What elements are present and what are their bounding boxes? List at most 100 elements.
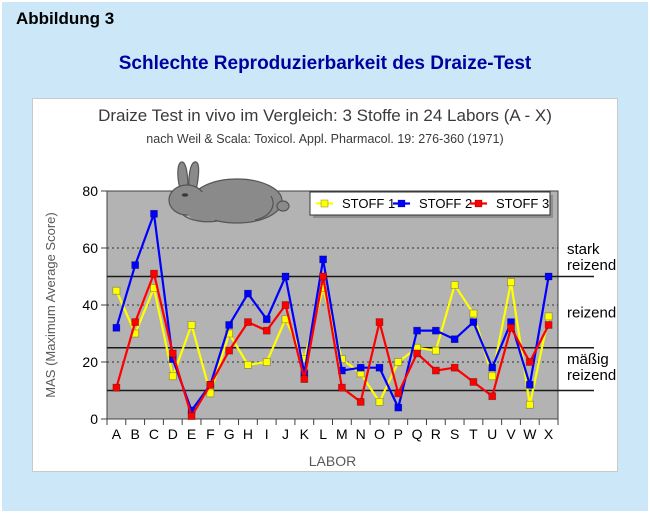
x-category-label: J bbox=[282, 426, 289, 442]
series-marker-2 bbox=[544, 272, 553, 281]
series-marker-3 bbox=[168, 349, 177, 358]
series-marker-1 bbox=[544, 312, 553, 321]
series-marker-2 bbox=[131, 261, 140, 269]
series-marker-2 bbox=[450, 335, 459, 344]
series-marker-3 bbox=[150, 269, 158, 278]
series-marker-3 bbox=[338, 383, 346, 392]
series-marker-2 bbox=[394, 403, 403, 412]
chart-title: Draize Test in vivo im Vergleich: 3 Stof… bbox=[98, 106, 552, 125]
zone-label: reizend bbox=[567, 257, 616, 274]
series-marker-3 bbox=[206, 380, 215, 389]
series-marker-3 bbox=[131, 318, 140, 326]
y-tick-label: 80 bbox=[82, 183, 98, 199]
series-marker-1 bbox=[262, 358, 271, 366]
series-marker-1 bbox=[507, 278, 515, 287]
legend-label: STOFF 1 bbox=[342, 196, 395, 211]
rabbit-ear-icon bbox=[177, 161, 189, 190]
series-marker-3 bbox=[112, 383, 121, 392]
series-marker-1 bbox=[469, 309, 478, 318]
zone-label: reizend bbox=[567, 367, 616, 384]
series-marker-3 bbox=[394, 389, 403, 398]
rabbit-hindleg-line bbox=[254, 195, 274, 221]
rabbit-illustration bbox=[168, 161, 290, 224]
page-heading: Schlechte Reproduzierbarkeit des Draize-… bbox=[118, 53, 532, 74]
series-marker-3 bbox=[319, 272, 327, 281]
y-axis-title: MAS (Maximum Average Score) bbox=[43, 212, 58, 397]
x-category-label: L bbox=[319, 426, 327, 442]
x-category-label: V bbox=[506, 426, 516, 442]
chart-subtitle: nach Weil & Scala: Toxicol. Appl. Pharma… bbox=[146, 132, 504, 146]
x-category-label: K bbox=[300, 426, 310, 442]
series-marker-3 bbox=[187, 412, 196, 420]
legend-marker-icon bbox=[397, 199, 406, 208]
series-marker-1 bbox=[168, 372, 177, 381]
series-marker-2 bbox=[432, 326, 440, 335]
x-category-label: H bbox=[243, 426, 253, 442]
series-marker-3 bbox=[262, 326, 271, 335]
x-category-label: O bbox=[374, 426, 385, 442]
zone-label: mäßig bbox=[567, 351, 609, 368]
series-marker-1 bbox=[394, 358, 403, 366]
x-category-label: M bbox=[336, 426, 348, 442]
series-marker-3 bbox=[432, 366, 440, 375]
x-category-label: B bbox=[131, 426, 140, 442]
rabbit-tail bbox=[276, 200, 290, 212]
series-marker-3 bbox=[225, 346, 233, 355]
series-marker-2 bbox=[413, 326, 421, 335]
series-marker-2 bbox=[525, 380, 534, 389]
series-marker-2 bbox=[281, 272, 290, 281]
series-marker-2 bbox=[244, 289, 252, 298]
series-marker-3 bbox=[469, 378, 478, 386]
x-category-label: R bbox=[431, 426, 441, 442]
x-category-label: U bbox=[487, 426, 497, 442]
x-category-label: S bbox=[450, 426, 459, 442]
legend-label: STOFF 3 bbox=[496, 196, 549, 211]
x-category-label: N bbox=[356, 426, 366, 442]
series-marker-2 bbox=[225, 321, 233, 329]
chart-panel: Draize Test in vivo im Vergleich: 3 Stof… bbox=[32, 98, 618, 472]
series-marker-1 bbox=[488, 372, 497, 381]
legend-box bbox=[309, 191, 551, 216]
series-marker-3 bbox=[356, 398, 365, 406]
rabbit-ear-icon bbox=[188, 161, 200, 191]
series-marker-3 bbox=[507, 323, 515, 332]
series-marker-3 bbox=[300, 375, 309, 383]
series-marker-3 bbox=[281, 301, 290, 309]
series-marker-1 bbox=[112, 286, 121, 295]
series-marker-3 bbox=[450, 363, 459, 372]
x-category-label: P bbox=[394, 426, 403, 442]
rabbit-paw-line bbox=[182, 214, 218, 223]
series-marker-2 bbox=[319, 255, 327, 264]
y-tick-label: 20 bbox=[82, 354, 98, 370]
series-marker-2 bbox=[150, 209, 158, 218]
x-category-label: C bbox=[149, 426, 159, 442]
x-category-label: F bbox=[206, 426, 215, 442]
series-marker-1 bbox=[244, 361, 252, 369]
rabbit-eye-icon bbox=[181, 193, 189, 197]
series-marker-3 bbox=[544, 321, 553, 329]
series-marker-2 bbox=[375, 363, 384, 372]
series-marker-3 bbox=[488, 392, 497, 401]
series-marker-2 bbox=[112, 323, 121, 332]
series-marker-2 bbox=[469, 318, 478, 326]
series-marker-2 bbox=[488, 363, 497, 372]
x-category-label: E bbox=[187, 426, 196, 442]
x-category-label: D bbox=[168, 426, 178, 442]
series-marker-1 bbox=[187, 321, 196, 329]
series-marker-2 bbox=[356, 363, 365, 372]
legend-marker-icon bbox=[320, 199, 329, 208]
chart-svg: 0 20 40 60 80 A B C D E F G H I J K L M N O P Q R S T U V W X MAS (Ma… bbox=[43, 161, 616, 469]
x-category-label: I bbox=[265, 426, 269, 442]
x-category-label: X bbox=[544, 426, 554, 442]
legend-marker-icon bbox=[474, 199, 483, 208]
x-category-label: A bbox=[112, 426, 122, 442]
series-marker-2 bbox=[262, 315, 271, 324]
y-tick-label: 0 bbox=[90, 411, 98, 427]
y-tick-label: 60 bbox=[82, 240, 98, 256]
series-marker-1 bbox=[525, 400, 534, 409]
series-marker-1 bbox=[375, 398, 384, 406]
series-marker-3 bbox=[413, 349, 421, 358]
series-marker-3 bbox=[244, 318, 252, 326]
series-marker-1 bbox=[450, 281, 459, 289]
